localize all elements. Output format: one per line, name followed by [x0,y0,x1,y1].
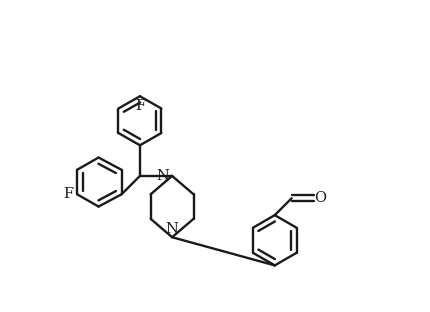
Text: N: N [166,222,178,236]
Text: F: F [64,187,74,201]
Text: N: N [157,169,169,183]
Text: F: F [135,99,145,113]
Text: O: O [314,191,326,205]
